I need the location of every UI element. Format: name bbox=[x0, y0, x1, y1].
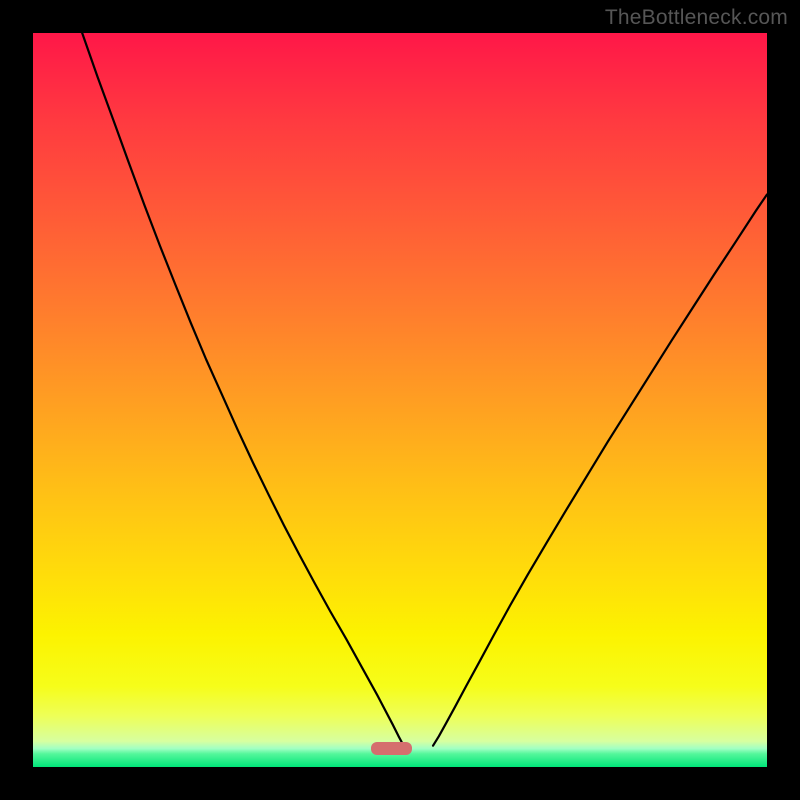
valley-marker bbox=[371, 742, 412, 755]
curves-svg bbox=[33, 33, 767, 767]
curve-path bbox=[433, 194, 767, 745]
curve-path bbox=[82, 33, 403, 746]
plot-area bbox=[33, 33, 767, 767]
watermark-text: TheBottleneck.com bbox=[605, 6, 788, 30]
chart-container: TheBottleneck.com bbox=[0, 0, 800, 800]
